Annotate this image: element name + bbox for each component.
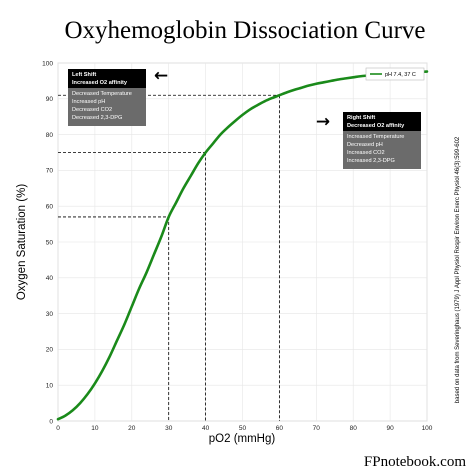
right-shift-title: Right Shift (347, 115, 375, 121)
right-shift-item: Increased CO2 (347, 150, 385, 156)
left-shift-item: Increased pH (72, 99, 105, 105)
y-tick-label: 100 (42, 60, 53, 67)
legend-label: pH 7.4, 37 C (385, 72, 416, 78)
x-tick-label: 0 (56, 425, 60, 432)
right-shift-subtitle: Decreased O2 affinity (347, 123, 405, 129)
right-arrow-icon: → (316, 112, 330, 132)
x-tick-label: 60 (276, 425, 284, 432)
x-tick-label: 50 (239, 425, 247, 432)
left-shift-title: Left Shift (72, 72, 96, 78)
x-tick-label: 100 (422, 425, 433, 432)
right-shift-item: Decreased pH (347, 142, 383, 148)
y-tick-label: 10 (46, 383, 54, 390)
y-tick-label: 20 (46, 347, 54, 354)
x-tick-label: 90 (386, 425, 394, 432)
y-tick-label: 70 (46, 168, 54, 175)
y-tick-label: 0 (49, 418, 53, 425)
left-shift-subtitle: Increased O2 affinity (72, 80, 128, 86)
site-brand: FPnotebook.com (364, 454, 466, 470)
right-shift-head-bg (343, 112, 421, 131)
y-tick-label: 80 (46, 132, 54, 139)
right-shift-body-bg (343, 131, 421, 169)
x-tick-label: 20 (128, 425, 136, 432)
x-tick-label: 30 (165, 425, 173, 432)
y-tick-label: 90 (46, 96, 54, 103)
right-shift-item: Increased Temperature (347, 134, 404, 140)
left-arrow-icon: ← (154, 66, 168, 86)
x-axis-label: pO2 (mmHg) (209, 433, 276, 445)
x-tick-label: 70 (313, 425, 321, 432)
x-tick-label: 10 (91, 425, 99, 432)
y-tick-label: 50 (46, 239, 54, 246)
source-note: based on data from Severinghaus (1979) J… (455, 136, 461, 403)
y-axis-label: Oxygen Saturation (%) (16, 184, 28, 301)
chart-title: Oxyhemoglobin Dissociation Curve (64, 17, 425, 44)
right-shift-item: Increased 2,3-DPG (347, 158, 395, 164)
left-shift-item: Decreased CO2 (72, 107, 112, 113)
plot-area: 0 10 20 30 40 50 60 70 80 90 100 0 10 20 30 40 50 60 70 80… (42, 60, 433, 432)
left-shift-body-bg (68, 88, 146, 126)
legend: pH 7.4, 37 C (365, 67, 425, 81)
legend-box (365, 67, 425, 81)
x-tick-labels: 0 10 20 30 40 50 60 70 80 90 100 (56, 425, 433, 432)
grid (57, 62, 428, 422)
x-tick-label: 80 (350, 425, 358, 432)
left-shift-head-bg (68, 69, 146, 88)
y-tick-label: 60 (46, 204, 54, 211)
y-tick-label: 40 (46, 275, 54, 282)
y-tick-labels: 0 10 20 30 40 50 60 70 80 90 100 (42, 60, 53, 425)
left-shift-item: Decreased 2,3-DPG (72, 115, 122, 121)
left-shift-item: Decreased Temperature (72, 91, 132, 97)
x-tick-label: 40 (202, 425, 210, 432)
y-tick-label: 30 (46, 311, 54, 318)
left-shift-note: Left Shift Increased O2 affinity Decreas… (68, 66, 168, 126)
right-shift-note: Right Shift Decreased O2 affinity Increa… (316, 112, 421, 169)
